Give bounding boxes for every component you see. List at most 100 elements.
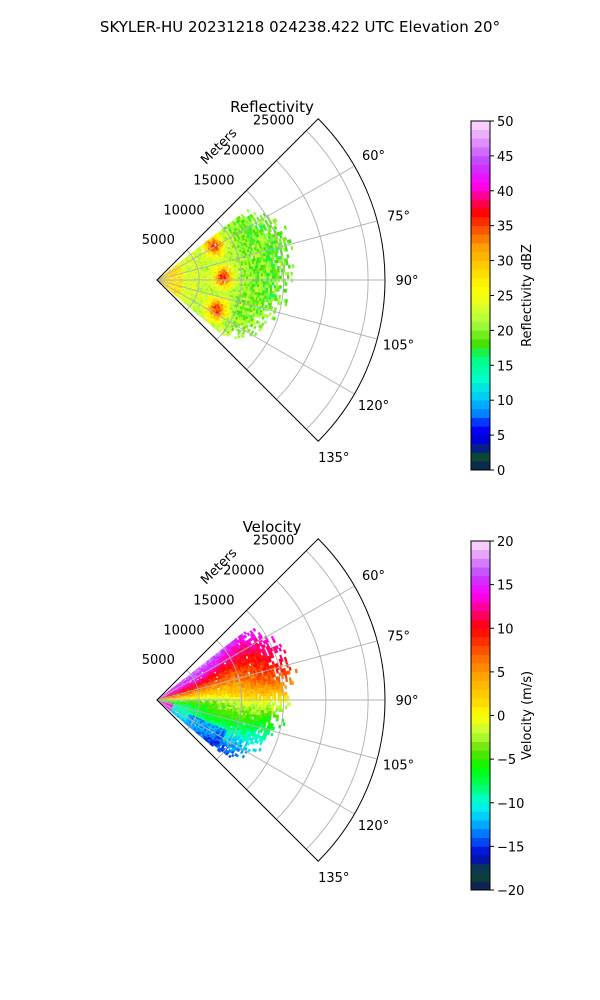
echo-cell [272, 237, 276, 242]
echo-cell [169, 270, 172, 272]
echo-cell [249, 227, 253, 232]
echo-cell [243, 217, 248, 222]
echo-cell [190, 269, 194, 271]
echo-cell [177, 270, 180, 272]
echo-cell [273, 217, 278, 223]
echo-cell [233, 222, 237, 226]
echo-cell [259, 225, 263, 230]
echo-cell [203, 267, 207, 270]
echo-cell [167, 275, 170, 277]
echo-cell [277, 679, 281, 683]
echo-cell [285, 247, 288, 252]
colorbar-segment [471, 199, 490, 209]
echo-cell [164, 273, 167, 275]
echo-cell [262, 224, 266, 228]
echo-cell [255, 227, 260, 232]
echo-cell [277, 272, 280, 276]
echo-cell [166, 272, 169, 274]
echo-cell [260, 228, 264, 233]
echo-cell [189, 266, 193, 268]
echo-cell [167, 270, 170, 273]
echo-cell [192, 267, 195, 270]
echo-cell [172, 273, 175, 275]
echo-cell [178, 272, 181, 274]
echo-cell [236, 220, 240, 224]
colorbar-segment [471, 417, 490, 427]
echo-cell [290, 246, 294, 251]
echo-cell [252, 211, 257, 216]
panel-title: Reflectivity [230, 98, 314, 116]
echo-cell [288, 677, 292, 682]
echo-cell [179, 269, 182, 272]
echo-cell [236, 270, 239, 274]
colorbar-tick-label: 25 [497, 290, 514, 305]
colorbar-segment [471, 234, 490, 244]
echo-cell [232, 228, 237, 232]
echo-cell [167, 271, 170, 273]
echo-cell [177, 271, 181, 273]
colorbar-segment [471, 181, 490, 192]
echo-cell [240, 213, 244, 218]
echo-cell [249, 217, 254, 221]
echo-cell [248, 214, 252, 219]
echo-cell [267, 225, 271, 230]
colorbar-segment [471, 242, 490, 253]
echo-cell [189, 272, 192, 274]
echo-cell [165, 274, 168, 277]
colorbar-segment [471, 120, 490, 131]
echo-cell [243, 221, 248, 225]
echo-cell [179, 270, 182, 272]
echo-cell [277, 278, 280, 283]
echo-cell [237, 335, 241, 339]
echo-cell [173, 270, 176, 272]
echo-cell [199, 248, 203, 252]
echo-cell [284, 674, 288, 679]
echo-cell [284, 685, 287, 689]
echo-cell [171, 274, 174, 276]
echo-cell [285, 282, 288, 286]
echo-cell [165, 274, 168, 276]
colorbar-segment [471, 373, 490, 384]
echo-cell [179, 269, 182, 271]
colorbar-segment [471, 338, 490, 349]
echo-cell [273, 291, 276, 295]
echo-cell [239, 224, 243, 228]
echo-cell [185, 264, 188, 267]
echo-cell [169, 274, 172, 276]
echo-cell [243, 631, 247, 635]
echo-cell [159, 276, 162, 278]
echo-cell [161, 275, 164, 277]
colorbar-tick-label: 20 [497, 324, 514, 339]
echo-cell [173, 267, 176, 269]
echo-cell [270, 284, 273, 289]
echo-cell [274, 263, 278, 267]
echo-cell [287, 275, 290, 279]
colorbar-segment [471, 146, 490, 157]
echo-cell [164, 273, 167, 275]
echo-cell [172, 273, 175, 275]
echo-cell [180, 268, 183, 270]
echo-cell [288, 666, 292, 671]
echo-cell [248, 256, 252, 260]
echo-cell [234, 336, 238, 340]
echo-cell [174, 272, 177, 275]
echo-cell [252, 232, 256, 237]
echo-cell [253, 325, 257, 330]
colorbar-segment [471, 216, 490, 226]
echo-cell [167, 274, 170, 276]
echo-cell [247, 231, 251, 236]
echo-cell [294, 668, 298, 674]
colorbar-segment [471, 443, 490, 453]
echo-cell [259, 218, 263, 223]
echo-cell [181, 270, 184, 272]
colorbar-segment [471, 365, 490, 375]
echo-cell [187, 270, 190, 272]
colorbar-tick-label: 30 [497, 255, 514, 270]
echo-cell [242, 215, 246, 220]
echo-cell [178, 274, 181, 276]
echo-cell [286, 271, 290, 276]
echo-cell [184, 267, 187, 270]
echo-cell [167, 275, 170, 277]
